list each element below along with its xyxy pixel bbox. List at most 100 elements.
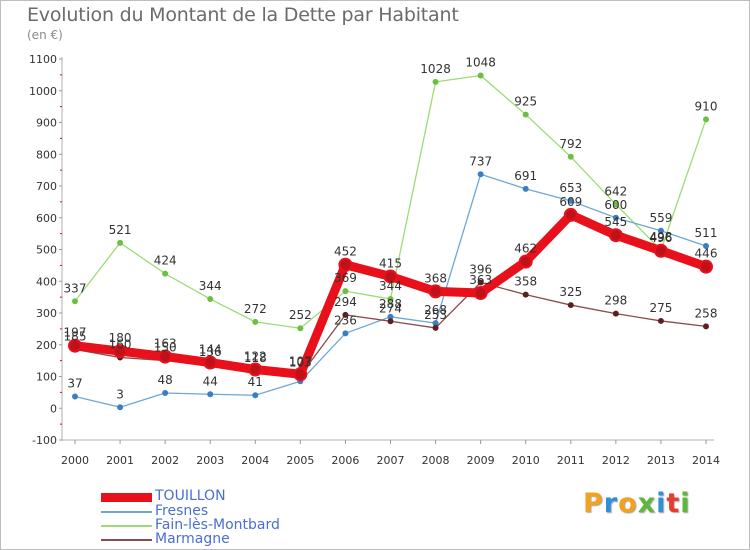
legend-label: Fain-lès-Montbard — [155, 517, 280, 533]
x-tick-label: 2008 — [422, 454, 450, 467]
proxiti-logo: Proxiti — [583, 488, 691, 519]
unit-label: (en €) — [27, 28, 63, 42]
data-label: 545 — [604, 215, 627, 229]
data-point — [207, 391, 214, 398]
y-tick-label: 600 — [36, 212, 57, 225]
logo-letter: t — [666, 488, 681, 519]
data-label: 1028 — [420, 62, 451, 76]
x-tick-label: 2010 — [512, 454, 540, 467]
data-label: 511 — [695, 226, 718, 240]
data-point — [612, 310, 619, 317]
y-tick-label: 800 — [36, 148, 57, 161]
data-point — [342, 311, 349, 318]
legend-label: Marmagne — [155, 531, 230, 547]
data-point — [703, 243, 709, 250]
data-label: 288 — [379, 297, 402, 311]
data-point — [72, 298, 78, 305]
data-point — [703, 323, 709, 330]
logo-letter: x — [637, 488, 657, 519]
data-label: 236 — [334, 313, 357, 327]
x-tick-label: 2006 — [331, 454, 359, 467]
data-label: 44 — [203, 374, 218, 388]
x-tick-label: 2012 — [602, 454, 630, 467]
data-label: 103 — [289, 356, 312, 370]
data-point — [342, 288, 349, 295]
data-point — [387, 318, 394, 325]
data-point — [158, 349, 173, 364]
data-label: 136 — [199, 345, 222, 359]
data-point — [162, 270, 169, 277]
y-tick-label: 900 — [36, 117, 57, 130]
data-point — [522, 185, 529, 192]
data-point — [699, 259, 713, 274]
data-point — [522, 111, 529, 118]
data-point — [657, 227, 664, 234]
data-point — [387, 313, 394, 320]
data-point — [383, 269, 398, 284]
data-point — [338, 257, 353, 272]
data-point — [612, 201, 619, 208]
data-label: 496 — [649, 231, 672, 245]
data-point — [297, 325, 304, 332]
data-point — [117, 404, 124, 411]
data-point — [653, 243, 668, 258]
data-point — [162, 390, 169, 397]
data-label: 642 — [604, 184, 627, 198]
data-point — [72, 393, 78, 400]
data-point — [567, 197, 574, 204]
x-tick-label: 2001 — [106, 454, 134, 467]
data-label: 521 — [109, 223, 132, 237]
data-point — [252, 318, 259, 325]
data-label: 396 — [469, 263, 492, 277]
data-label: 272 — [244, 302, 267, 316]
data-point — [432, 320, 439, 327]
data-point — [432, 324, 439, 331]
data-point — [387, 296, 394, 303]
data-label: 691 — [514, 169, 537, 183]
data-label: 163 — [154, 336, 177, 350]
data-label: 925 — [514, 95, 537, 109]
data-point — [563, 207, 578, 222]
data-point — [703, 116, 709, 123]
data-label: 910 — [695, 99, 718, 113]
data-label: 337 — [64, 281, 87, 295]
y-tick-label: 1000 — [29, 85, 57, 98]
logo-letter: P — [583, 488, 604, 519]
data-label: 369 — [334, 271, 357, 285]
data-point — [207, 296, 214, 303]
chart-title: Evolution du Montant de la Dette par Hab… — [27, 4, 459, 26]
data-label: 268 — [424, 303, 447, 317]
data-label: 252 — [289, 308, 312, 322]
x-tick-label: 2003 — [196, 454, 224, 467]
data-point — [477, 72, 484, 79]
data-label: 498 — [649, 230, 672, 244]
data-point — [522, 291, 529, 298]
data-point — [477, 171, 484, 178]
y-tick-label: 0 — [50, 402, 57, 415]
legend-swatch — [101, 539, 152, 541]
data-label: 197 — [64, 326, 87, 340]
data-label: 559 — [649, 211, 672, 225]
data-label: 3 — [116, 387, 124, 401]
data-label: 358 — [514, 275, 537, 289]
data-label: 180 — [109, 331, 132, 345]
x-tick-label: 2009 — [467, 454, 495, 467]
data-label: 144 — [199, 343, 222, 357]
data-label: 298 — [604, 294, 627, 308]
logo-letter: r — [603, 488, 619, 519]
data-point — [567, 302, 574, 309]
data-point — [68, 338, 82, 353]
x-tick-label: 2002 — [151, 454, 179, 467]
data-label: 1048 — [465, 56, 496, 70]
data-label: 294 — [334, 295, 357, 309]
data-point — [117, 239, 124, 246]
data-point — [657, 317, 664, 324]
x-tick-label: 2007 — [377, 454, 405, 467]
x-tick-label: 2011 — [557, 454, 585, 467]
legend-swatch — [101, 511, 152, 513]
data-point — [612, 214, 619, 221]
y-tick-label: 300 — [36, 307, 57, 320]
data-point — [293, 367, 308, 382]
data-label: 150 — [154, 341, 177, 355]
